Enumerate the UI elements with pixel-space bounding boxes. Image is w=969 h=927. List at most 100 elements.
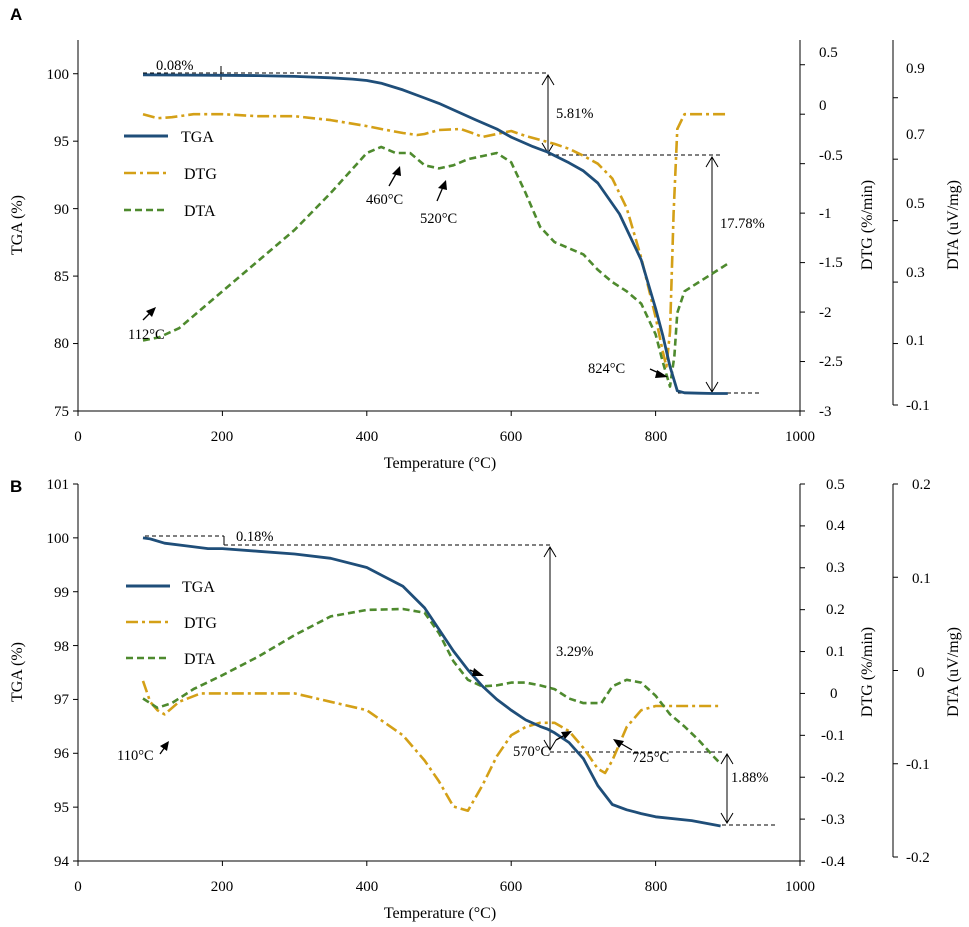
panel-a-y3tick: 0.5 xyxy=(906,196,925,212)
panel-b-legend-tga: TGA xyxy=(182,579,215,596)
panel-b-y3tick: 0.1 xyxy=(912,571,931,587)
panel-a-y1-title: TGA (%) xyxy=(9,195,26,255)
panel-a-y2tick: -0.5 xyxy=(819,148,843,164)
panel-a-y3tick: -0.1 xyxy=(906,398,930,414)
panel-b-xtick: 800 xyxy=(645,879,668,895)
panel-b-label-3-29pct: 3.29% xyxy=(556,644,593,660)
panel-a-legend: TGA DTG DTA xyxy=(124,129,217,220)
panel-b-tga-line xyxy=(142,536,721,828)
panel-a-xtick: 1000 xyxy=(785,429,815,445)
panel-a-y2tick: 0 xyxy=(819,98,827,114)
panel-a-y3tick: 0.1 xyxy=(906,333,925,349)
panel-b-y2tick: -0.4 xyxy=(821,854,845,870)
panel-a-pointer-arrows xyxy=(142,166,668,378)
panel-a-legend-dtg: DTG xyxy=(184,166,217,183)
panel-a-y2-title: DTG (%/min) xyxy=(859,180,876,270)
panel-b-y1tick: 97 xyxy=(54,692,70,708)
panel-b-label: B xyxy=(10,477,22,496)
panel-a-x-title: Temperature (°C) xyxy=(384,455,496,472)
panel-a-xtick: 200 xyxy=(211,429,234,445)
panel-b-legend: TGA DTG DTA xyxy=(126,579,217,668)
panel-b-dta-line xyxy=(142,607,722,765)
panel-b-y1tick: 101 xyxy=(47,477,70,493)
panel-a-y2tick: -1.5 xyxy=(819,255,843,271)
panel-b-y1tick: 99 xyxy=(54,585,69,601)
panel-a-label-5-81pct: 5.81% xyxy=(556,106,593,122)
panel-b-y1tick: 100 xyxy=(47,531,70,547)
panel-b-legend-dtg: DTG xyxy=(184,615,217,632)
panel-a-legend-tga: TGA xyxy=(181,129,214,146)
panel-b-xtick: 1000 xyxy=(785,879,815,895)
panel-a-label: A xyxy=(10,5,22,24)
panel-a-dta-line xyxy=(142,145,729,388)
panel-a-label-0-08pct: 0.08% xyxy=(156,58,193,74)
panel-a-label-460c: 460°C xyxy=(366,192,403,208)
panel-a-y3tick: 0.9 xyxy=(906,61,925,77)
panel-b-y2tick: 0.4 xyxy=(826,518,845,534)
panel-b-y1tick: 96 xyxy=(54,746,70,762)
panel-a-y1tick: 90 xyxy=(54,202,69,218)
panel-b-y3-title: DTA (uV/mg) xyxy=(945,627,962,717)
panel-b-y2tick: 0.5 xyxy=(826,477,845,493)
panel-b-y2tick: 0.2 xyxy=(826,602,845,618)
panel-a-xtick: 600 xyxy=(500,429,523,445)
panel-b: B 0 200 400 600 800 1000 94 95 96 97 98 … xyxy=(9,477,962,922)
panel-a-y2tick: -3 xyxy=(819,404,832,420)
panel-b-x-title: Temperature (°C) xyxy=(384,905,496,922)
panel-b-y1-title: TGA (%) xyxy=(9,642,26,702)
panel-b-y2tick: -0.1 xyxy=(821,728,845,744)
panel-a-dtg-line xyxy=(142,112,728,368)
panel-b-pointer-arrows xyxy=(159,668,633,755)
panel-b-y3tick: -0.2 xyxy=(906,850,930,866)
panel-a-tga-line xyxy=(142,73,728,395)
panel-a: A 0 200 400 600 800 1000 75 80 85 90 95 … xyxy=(9,5,962,472)
panel-a-tick-marks xyxy=(73,64,898,416)
panel-b-xtick: 200 xyxy=(211,879,234,895)
panel-a-y1tick: 75 xyxy=(54,404,69,420)
panel-b-label-570c: 570°C xyxy=(513,744,550,760)
panel-a-label-824c: 824°C xyxy=(588,361,625,377)
panel-a-y2tick: -2 xyxy=(819,305,832,321)
panel-a-label-520c: 520°C xyxy=(420,211,457,227)
panel-b-y2tick: 0.1 xyxy=(826,644,845,660)
panel-b-y2-title: DTG (%/min) xyxy=(859,627,876,717)
panel-a-y2tick: -2.5 xyxy=(819,354,843,370)
panel-b-label-1-88pct: 1.88% xyxy=(731,770,768,786)
panel-b-y3tick: 0.2 xyxy=(912,477,931,493)
panel-b-y2tick: 0 xyxy=(830,686,838,702)
panel-b-label-110c: 110°C xyxy=(117,748,154,764)
panel-b-tick-marks xyxy=(73,483,898,866)
panel-a-label-17-78pct: 17.78% xyxy=(720,216,765,232)
panel-b-y2tick: 0.3 xyxy=(826,560,845,576)
panel-b-y2tick: -0.2 xyxy=(821,770,845,786)
panel-a-xtick: 0 xyxy=(74,429,82,445)
panel-a-y1tick: 100 xyxy=(47,67,70,83)
panel-a-y3tick: 0.7 xyxy=(906,127,925,143)
panel-b-dtg-line xyxy=(141,680,721,812)
panel-a-y1tick: 95 xyxy=(54,134,69,150)
panel-a-xtick: 400 xyxy=(356,429,379,445)
panel-b-label-725c: 725°C xyxy=(632,750,669,766)
panel-b-annotations: 0.18% 3.29% 1.88% 110°C 570°C 725°C xyxy=(117,529,768,786)
panel-a-legend-dta: DTA xyxy=(184,203,216,220)
panel-b-guides xyxy=(145,535,775,826)
panel-b-label-0-18pct: 0.18% xyxy=(236,529,273,545)
panel-b-y1tick: 98 xyxy=(54,639,69,655)
panel-a-y2tick: 0.5 xyxy=(819,45,838,61)
panel-a-y1tick: 80 xyxy=(54,336,69,352)
panel-b-y1tick: 95 xyxy=(54,800,69,816)
panel-b-legend-dta: DTA xyxy=(184,651,216,668)
panel-a-xtick: 800 xyxy=(645,429,668,445)
panel-a-y1tick: 85 xyxy=(54,269,69,285)
panel-a-label-112c: 112°C xyxy=(128,327,165,343)
panel-b-y2tick: -0.3 xyxy=(821,812,845,828)
panel-b-xtick: 600 xyxy=(500,879,523,895)
panel-a-y3tick: 0.3 xyxy=(906,265,925,281)
panel-b-xtick: 0 xyxy=(74,879,82,895)
panel-b-y3tick: 0 xyxy=(917,665,925,681)
panel-b-y3tick: -0.1 xyxy=(906,757,930,773)
panel-b-y1tick: 94 xyxy=(54,854,70,870)
panel-a-y3-title: DTA (uV/mg) xyxy=(945,180,962,270)
panel-b-xtick: 400 xyxy=(356,879,379,895)
